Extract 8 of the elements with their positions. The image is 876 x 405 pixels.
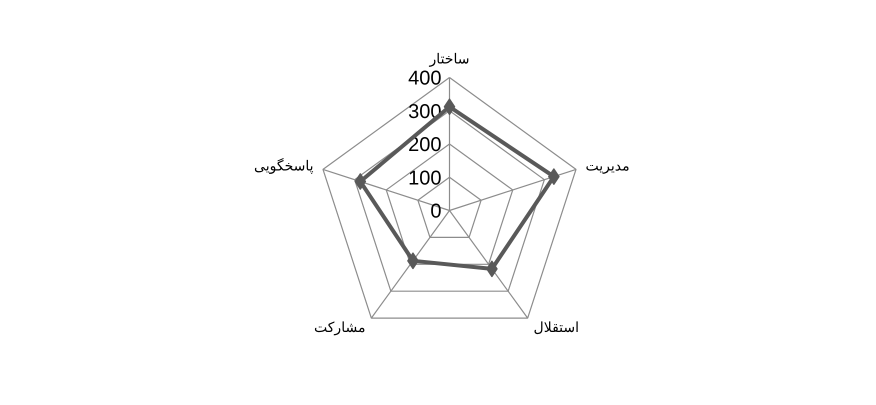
y-tick-label: 400 xyxy=(408,68,442,90)
spoke-label: مدیریت xyxy=(586,158,630,174)
y-tick-label: 0 xyxy=(430,200,442,222)
spoke-label: مشارکت xyxy=(314,320,366,336)
y-tick-label: 100 xyxy=(408,167,442,190)
spoke-label: ساختار xyxy=(428,52,470,68)
spoke-label: استقلال xyxy=(534,320,580,336)
spoke-label: پاسخگویی xyxy=(254,157,314,174)
